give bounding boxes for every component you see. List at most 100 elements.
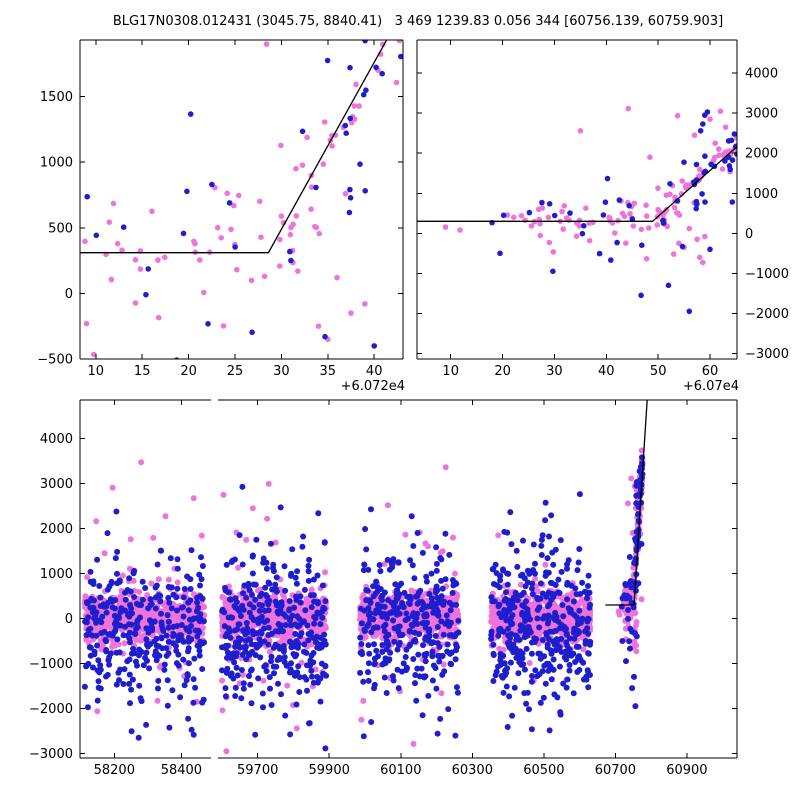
scatter-point [358,641,365,647]
scatter-point [453,684,460,691]
scatter-point [532,667,539,674]
scatter-point [85,626,92,633]
scatter-point [586,604,593,611]
scatter-point [120,224,127,230]
scatter-point [716,152,722,159]
scatter-series-blue-event-zoom-narrow [84,40,403,359]
scatter-point [390,677,397,684]
scatter-point [311,620,318,627]
scatter-point [619,638,626,644]
scatter-point [93,232,100,239]
scatter-point [199,666,206,672]
scatter-point [139,596,146,603]
scatter-point [568,582,575,589]
scatter-point [184,671,191,678]
scatter-point [393,591,400,598]
scatter-point [373,647,380,654]
scatter-point [440,661,447,668]
scatter-point [86,644,93,651]
tick-labels-full-lightcurve-left: 58200 58400−3000−2000−1000010002000300040… [29,432,202,778]
scatter-point [434,640,441,647]
scatter-point [122,623,128,630]
scatter-point [140,662,147,669]
scatter-point [128,686,135,693]
scatter-point [168,605,175,612]
scatter-point [716,146,722,152]
scatter-point [549,648,556,655]
scatter-point [173,643,179,649]
scatter-point [263,565,270,572]
scatter-point [647,154,653,160]
x-tick-label: 60300 [452,763,493,778]
scatter-point [700,121,706,127]
scatter-point [524,612,531,619]
scatter-point [308,604,315,611]
scatter-point [412,680,418,687]
scatter-point [370,625,377,631]
scatter-point [277,263,283,269]
scatter-point [132,300,139,306]
scatter-point [316,230,323,237]
scatter-point [528,223,535,229]
scatter-point [249,570,256,577]
scatter-point [539,637,546,643]
scatter-point [220,491,227,498]
scatter-point [500,689,507,696]
scatter-point [264,515,271,522]
scatter-point [133,620,140,627]
scatter-point [308,358,311,359]
scatter-point [296,674,303,681]
scatter-point [83,663,90,670]
scatter-point [181,682,188,689]
scatter-point [529,591,536,598]
scatter-point [222,584,228,591]
scatter-point [722,124,729,130]
scatter-point [265,641,272,648]
x-tick-label: 59900 [309,763,350,778]
scatter-point [500,652,507,659]
scatter-point [142,585,149,591]
scatter-point [528,650,535,657]
figure-title: BLG17N0308.012431 (3045.75, 8840.41) 3 4… [112,14,724,29]
scatter-point [313,184,319,191]
x-tick-label: 30 [273,364,290,379]
scatter-point [418,665,425,672]
scatter-point [549,549,556,556]
scatter-point [450,534,456,541]
scatter-point [357,669,364,676]
scatter-point [232,639,239,646]
scatter-point [386,566,393,573]
scatter-point [394,611,400,618]
scatter-point [448,649,455,656]
scatter-point [293,701,300,708]
scatter-point [441,606,448,613]
scatter-point [219,677,225,684]
scatter-point [416,673,423,680]
scatter-point [523,700,530,707]
scatter-point [163,652,170,659]
scatter-point [185,645,192,652]
scatter-point [192,240,198,247]
scatter-point [311,598,318,605]
scatter-point [235,564,242,571]
scatter-point [543,632,550,639]
scatter-point [537,232,544,239]
scatter-point [379,648,386,655]
scatter-point [502,596,509,602]
scatter-point [196,642,203,649]
scatter-point [174,565,181,572]
scatter-point [447,607,454,614]
scatter-point [118,605,125,612]
scatter-point [98,630,105,636]
scatter-point [82,618,89,625]
scatter-point [552,627,559,634]
scatter-point [294,613,301,620]
scatter-point [342,122,349,129]
scatter-point [556,590,563,596]
scatter-point [508,541,515,548]
scatter-point [444,641,451,648]
scatter-point [421,651,428,658]
scatter-point [596,250,603,257]
scatter-point [260,704,266,711]
